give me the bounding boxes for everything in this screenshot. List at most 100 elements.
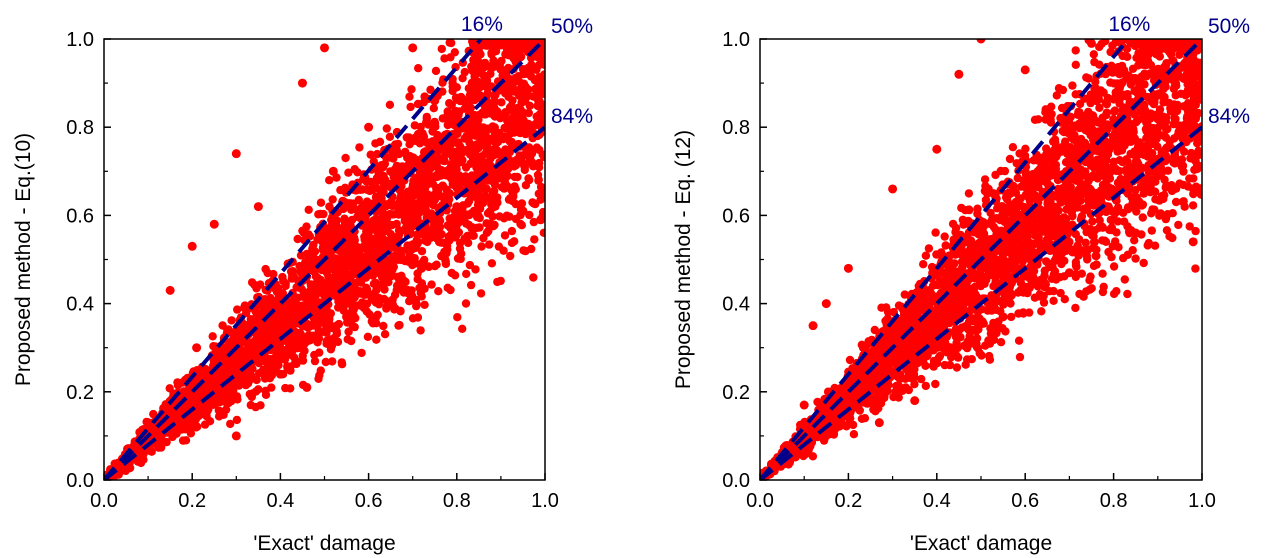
data-point (305, 298, 315, 307)
data-point (502, 211, 511, 220)
data-point (308, 244, 317, 253)
data-point (411, 259, 420, 268)
data-point (919, 260, 928, 269)
data-point (212, 375, 221, 384)
data-point (323, 283, 332, 293)
data-point (437, 44, 446, 54)
data-point (416, 326, 425, 335)
data-point (1138, 213, 1148, 222)
data-point (431, 66, 441, 76)
data-point (247, 371, 256, 381)
data-point (484, 226, 493, 236)
data-point (413, 313, 423, 322)
data-point (247, 278, 257, 287)
data-point (388, 252, 397, 261)
data-point (420, 300, 429, 309)
data-point (519, 116, 528, 125)
data-point (430, 119, 440, 128)
data-point (326, 345, 336, 354)
data-point (298, 351, 307, 360)
data-point (407, 85, 416, 94)
data-point (471, 207, 481, 216)
data-point (1120, 275, 1130, 284)
x-tick-label: 1.0 (531, 490, 559, 512)
data-point (393, 209, 403, 219)
data-point (197, 390, 206, 399)
data-point (477, 108, 487, 118)
data-point (203, 377, 212, 386)
y-tick-label: 0.2 (66, 382, 94, 404)
data-point (1068, 81, 1077, 90)
data-point (342, 297, 351, 307)
data-point (1005, 154, 1015, 164)
data-point (210, 351, 219, 360)
data-point (500, 231, 510, 240)
y-axis-title: Proposed method - Eq.(10) (12, 133, 35, 386)
data-point (275, 369, 285, 379)
data-point (524, 174, 533, 183)
data-point (200, 420, 210, 429)
data-point (488, 167, 497, 177)
data-point (1155, 211, 1164, 220)
data-point (539, 228, 545, 237)
data-point (337, 360, 347, 369)
data-point (369, 157, 378, 166)
data-point (344, 168, 353, 177)
data-point (463, 146, 472, 155)
data-point (372, 335, 381, 344)
data-point (455, 107, 464, 116)
data-point (427, 172, 436, 181)
data-point (1163, 210, 1172, 219)
data-point (1090, 84, 1099, 93)
data-point (311, 281, 320, 291)
data-point (417, 292, 426, 301)
data-point (465, 190, 475, 200)
data-point (432, 134, 442, 143)
data-point (456, 93, 465, 102)
data-point (507, 186, 516, 195)
data-point (510, 172, 519, 182)
data-point (368, 271, 378, 280)
reference-line-84pct (104, 125, 545, 480)
data-point (482, 219, 491, 228)
data-point (469, 77, 479, 86)
data-point (488, 63, 497, 72)
data-point (507, 226, 517, 236)
data-point (490, 149, 500, 159)
data-point (532, 65, 541, 75)
data-point (371, 139, 380, 148)
data-point (415, 283, 424, 293)
data-point (429, 104, 438, 113)
data-point (325, 202, 334, 211)
data-point (409, 154, 418, 163)
data-point (343, 335, 352, 344)
data-point (264, 366, 274, 375)
data-point (293, 234, 302, 244)
data-point (525, 125, 535, 134)
data-point (422, 114, 431, 124)
data-point (279, 276, 288, 286)
data-point (443, 107, 452, 116)
data-point (199, 367, 209, 377)
data-point (420, 137, 429, 146)
data-point (393, 272, 402, 281)
data-point (281, 383, 290, 393)
data-point (540, 188, 545, 198)
data-point (1130, 110, 1139, 119)
data-point (530, 76, 540, 85)
data-point (349, 311, 358, 320)
data-point (522, 69, 532, 79)
data-point (214, 412, 224, 421)
data-point (538, 105, 545, 114)
data-point (252, 314, 261, 323)
data-point (475, 161, 485, 171)
data-point (1077, 212, 1087, 221)
data-point (1057, 103, 1067, 113)
data-point (1021, 171, 1031, 180)
data-point (445, 195, 454, 204)
data-point (401, 277, 410, 286)
data-point (352, 278, 361, 287)
x-tick-label: 0.0 (90, 490, 118, 512)
data-point (468, 39, 477, 44)
data-point (405, 92, 414, 101)
